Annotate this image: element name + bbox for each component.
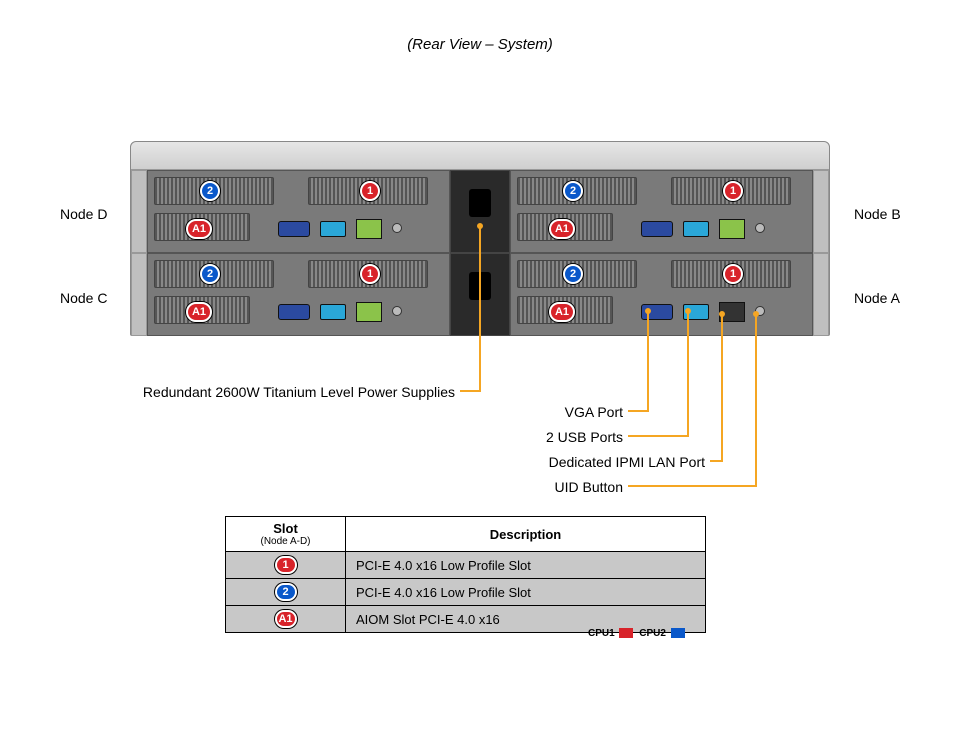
col-description: Description [346,517,706,552]
usb-ports [683,304,709,320]
uid-button [755,223,765,233]
slot-badge-1: 1 [360,181,380,201]
legend-cpu1-swatch [619,628,633,638]
vga-port [641,221,673,237]
diagram-title: (Rear View – System) [0,36,960,53]
row-badge: 2 [226,579,346,606]
table-header-row: Slot (Node A-D) Description [226,517,706,552]
bay-row-top: 2 1 A1 2 1 A1 [131,170,829,253]
uid-button [392,306,402,316]
power-supply-bottom [450,253,510,336]
callout-ipmi: Dedicated IPMI LAN Port [455,454,705,470]
slot-badge-a1: A1 [186,219,212,239]
callout-uid: UID Button [455,479,623,495]
slot-badge-1: 1 [360,264,380,284]
col-slot: Slot (Node A-D) [226,517,346,552]
usb-ports [683,221,709,237]
ipmi-lan-port [719,219,745,239]
cpu-legend: CPU1 CPU2 [588,628,688,639]
rack-ear-right [813,170,829,253]
col-slot-sublabel: (Node A-D) [236,536,335,547]
ipmi-lan-port [356,302,382,322]
slot-table: Slot (Node A-D) Description 1 PCI-E 4.0 … [225,516,706,633]
mini-badge-2: 2 [275,583,297,601]
node-c: 2 1 A1 [147,253,450,336]
uid-button [392,223,402,233]
callout-vga: VGA Port [455,404,623,420]
node-b: 2 1 A1 [510,170,813,253]
col-slot-label: Slot [273,521,298,536]
slot-badge-1: 1 [723,181,743,201]
node-label-d: Node D [60,206,107,222]
node-a: 2 1 A1 [510,253,813,336]
row-desc: PCI-E 4.0 x16 Low Profile Slot [346,552,706,579]
slot-badge-2: 2 [563,181,583,201]
row-badge: A1 [226,606,346,633]
slot-badge-1: 1 [723,264,743,284]
server-chassis: 2 1 A1 2 1 A1 2 [130,141,830,336]
chassis-top-cover [131,142,829,170]
uid-button [755,306,765,316]
node-label-c: Node C [60,290,107,306]
node-label-b: Node B [854,206,901,222]
slot-badge-2: 2 [563,264,583,284]
rack-ear-left [131,170,147,253]
legend-cpu1-label: CPU1 [588,628,615,639]
mini-badge-1: 1 [275,556,297,574]
slot-badge-a1: A1 [549,302,575,322]
slot-badge-2: 2 [200,264,220,284]
table-row: 2 PCI-E 4.0 x16 Low Profile Slot [226,579,706,606]
callout-usb: 2 USB Ports [455,429,623,445]
slot-badge-a1: A1 [549,219,575,239]
rack-ear-left [131,253,147,336]
usb-ports [320,304,346,320]
node-d: 2 1 A1 [147,170,450,253]
slot-badge-2: 2 [200,181,220,201]
legend-cpu2-label: CPU2 [639,628,666,639]
vga-port [278,221,310,237]
vga-port [278,304,310,320]
mini-badge-a1: A1 [275,610,297,628]
node-label-a: Node A [854,290,900,306]
power-supply-top [450,170,510,253]
rack-ear-right [813,253,829,336]
table-row: 1 PCI-E 4.0 x16 Low Profile Slot [226,552,706,579]
row-badge: 1 [226,552,346,579]
slot-badge-a1: A1 [186,302,212,322]
callout-psu: Redundant 2600W Titanium Level Power Sup… [75,384,455,400]
legend-cpu2-swatch [671,628,685,638]
row-desc: PCI-E 4.0 x16 Low Profile Slot [346,579,706,606]
ipmi-lan-port [356,219,382,239]
usb-ports [320,221,346,237]
bay-row-bottom: 2 1 A1 2 1 A1 [131,253,829,336]
vga-port [641,304,673,320]
ipmi-lan-port [719,302,745,322]
